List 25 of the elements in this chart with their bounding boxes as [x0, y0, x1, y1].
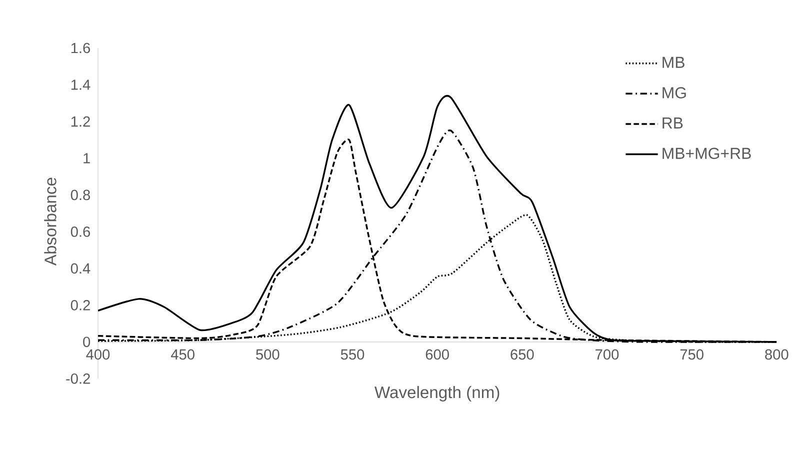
y-tick-label: -0.2	[66, 374, 90, 384]
y-tick-label: 0.6	[70, 226, 90, 237]
y-axis-title: Absorbance	[44, 178, 56, 266]
x-tick-label: 500	[256, 349, 280, 360]
legend-label: RB	[662, 118, 683, 128]
legend-label: MG	[662, 87, 686, 98]
x-tick-label: 400	[86, 349, 110, 360]
y-tick-label: 0.2	[70, 300, 90, 310]
legend-label: MB	[662, 56, 684, 68]
x-tick-label: 800	[765, 349, 788, 360]
y-tick-label: 0	[83, 336, 90, 348]
x-tick-label: 600	[426, 349, 449, 360]
y-tick-label: 0.4	[70, 263, 90, 274]
x-tick-label: 650	[510, 349, 534, 360]
x-tick-label: 550	[340, 349, 364, 360]
legend-label: MB+MG+RB	[662, 148, 751, 160]
x-tick-label: 700	[596, 349, 619, 360]
y-tick-label: 1.6	[71, 42, 90, 54]
x-axis-title: Wavelength (nm)	[374, 386, 500, 402]
y-tick-label: 1.2	[71, 116, 90, 127]
y-tick-label: 0.8	[70, 190, 90, 200]
x-tick-label: 450	[170, 349, 194, 360]
y-tick-label: 1	[84, 153, 90, 164]
x-tick-label: 750	[680, 349, 704, 360]
y-tick-label: 1.4	[71, 80, 90, 90]
